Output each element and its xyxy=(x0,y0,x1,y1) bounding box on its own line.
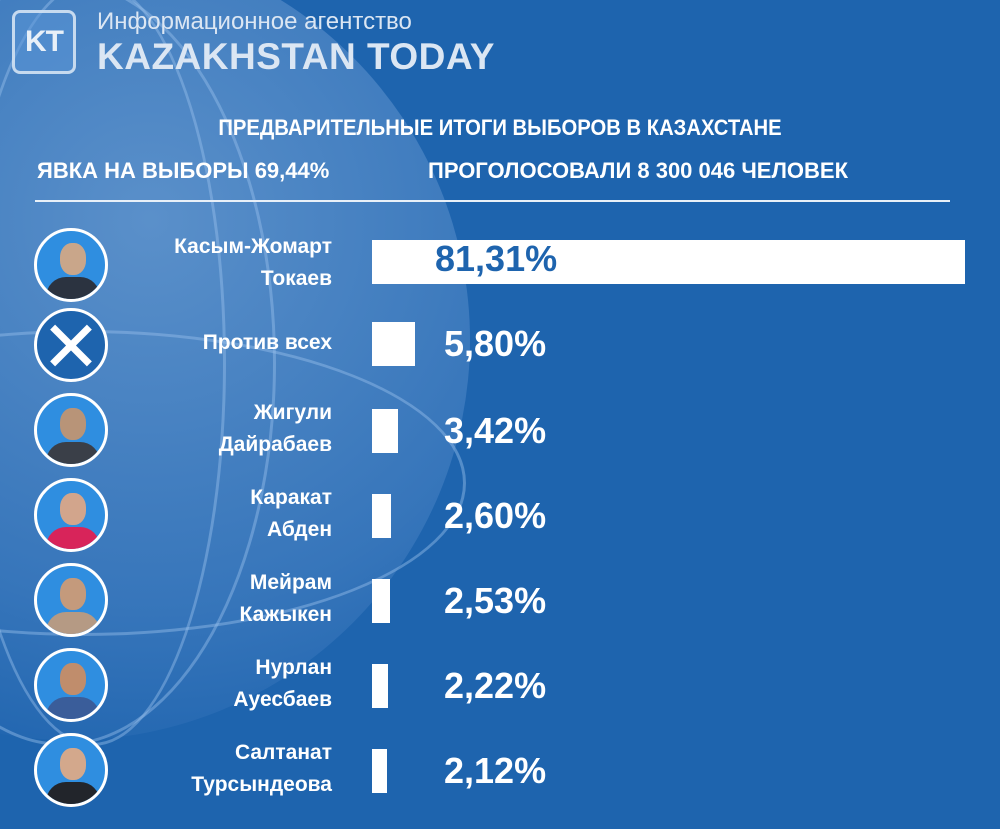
candidate-row: Салтанат Турсындеова 2,12% xyxy=(0,730,1000,810)
result-bar xyxy=(372,409,398,453)
voters-label: ПРОГОЛОСОВАЛИ 8 300 046 ЧЕЛОВЕК xyxy=(428,158,849,183)
candidate-portrait-icon xyxy=(34,228,108,302)
candidate-name: Касым-Жомарт Токаев xyxy=(174,235,332,290)
kt-logo: KT xyxy=(12,10,76,74)
result-percent: 5,80% xyxy=(444,323,547,364)
logo-text: KT xyxy=(25,25,64,58)
candidate-portrait-icon xyxy=(34,478,108,552)
candidate-name: Каракат Абден xyxy=(250,486,332,541)
candidate-row: Касым-Жомарт Токаев 81,31% xyxy=(0,225,1000,305)
candidate-portrait-icon xyxy=(34,648,108,722)
result-percent: 2,60% xyxy=(444,495,547,536)
result-percent: 2,22% xyxy=(444,665,547,706)
candidate-portrait-icon xyxy=(34,733,108,807)
chart-title: ПРЕДВАРИТЕЛЬНЫЕ ИТОГИ ВЫБОРОВ В КАЗАХСТА… xyxy=(218,115,782,140)
result-percent: 3,42% xyxy=(444,410,547,451)
candidate-row: Мейрам Кажыкен 2,53% xyxy=(0,560,1000,640)
candidate-row: Нурлан Ауесбаев 2,22% xyxy=(0,645,1000,725)
result-bar xyxy=(372,749,387,793)
turnout-label: ЯВКА НА ВЫБОРЫ 69,44% xyxy=(37,158,330,183)
candidate-name: Нурлан Ауесбаев xyxy=(233,656,332,711)
candidate-name: Салтанат Турсындеова xyxy=(191,741,332,796)
candidate-row: Каракат Абден 2,60% xyxy=(0,475,1000,555)
result-percent: 2,53% xyxy=(444,580,547,621)
candidate-row: Против всех 5,80% xyxy=(0,305,1000,385)
result-bar xyxy=(372,240,965,284)
result-bar xyxy=(372,664,388,708)
divider xyxy=(35,200,950,202)
candidate-portrait-icon xyxy=(34,393,108,467)
result-bar xyxy=(372,494,391,538)
candidate-row: Жигули Дайрабаев 3,42% xyxy=(0,390,1000,470)
candidate-portrait-icon xyxy=(34,563,108,637)
result-percent: 81,31% xyxy=(435,238,558,279)
candidate-name: Мейрам Кажыкен xyxy=(239,571,332,626)
brand-subtitle: Информационное агентство xyxy=(97,8,412,35)
result-bar xyxy=(372,322,415,366)
x-mark-icon xyxy=(34,308,108,382)
candidate-name: Против всех xyxy=(202,331,332,354)
result-bar xyxy=(372,579,390,623)
result-percent: 2,12% xyxy=(444,750,547,791)
candidate-name: Жигули Дайрабаев xyxy=(218,401,332,456)
brand-name: KAZAKHSTAN TODAY xyxy=(97,36,495,77)
